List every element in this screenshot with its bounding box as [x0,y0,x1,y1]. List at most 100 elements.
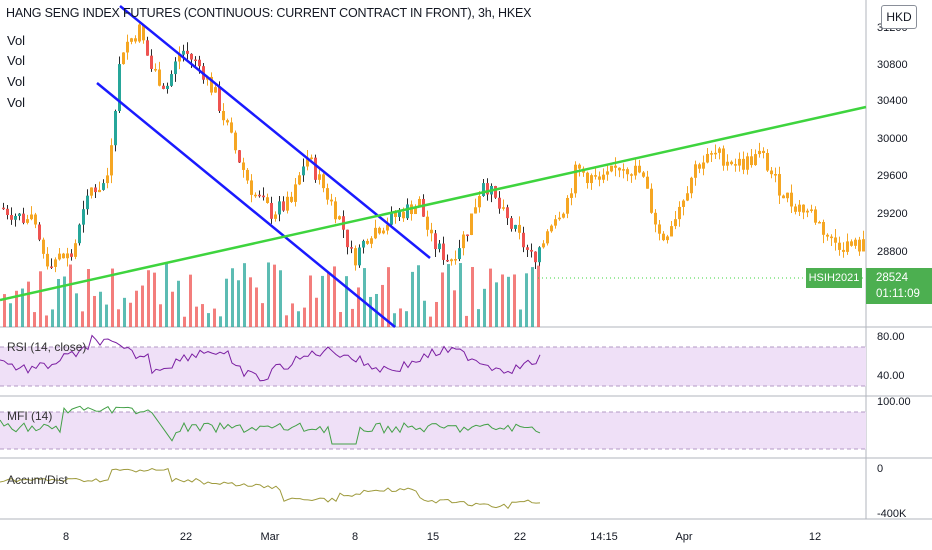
volume-bar [495,282,498,327]
price-candle [838,242,841,250]
price-candle [770,170,773,175]
mfi-line [0,405,541,445]
rsi-label: RSI (14, close) [7,340,87,354]
volume-bar [429,316,432,327]
volume-bar [213,308,216,327]
price-candle [34,214,37,225]
price-candle [354,248,357,266]
volume-bar [75,293,78,327]
price-candle [18,213,21,216]
price-candle [522,232,525,248]
volume-bar [411,271,414,327]
volume-bar [537,265,540,327]
price-candle [810,209,813,211]
volume-bar [3,294,6,327]
price-candle [670,226,673,237]
volume-bar [291,303,294,327]
price-candle [142,24,145,41]
price-candle [374,227,377,239]
price-candle [122,52,125,65]
price-candle [590,175,593,184]
price-candle [862,239,865,252]
price-axis-tick: 30000 [877,133,908,145]
volume-bar [249,277,252,327]
price-candle [290,196,293,202]
price-candle [750,156,753,166]
volume-bar [243,263,246,327]
price-candle [510,218,513,229]
price-candle [198,59,201,67]
price-candle [30,214,33,220]
price-candle [586,172,589,184]
accum-dist-line [0,467,541,510]
price-candle [442,243,445,260]
indicator-axis-tick: 0 [877,463,883,475]
volume-bar [285,315,288,327]
price-candle [722,148,725,166]
volume-bar [39,271,42,327]
price-candle [358,247,361,266]
price-candle [806,210,809,213]
price-candle [274,214,277,219]
price-candle [434,233,437,250]
price-candle [826,234,829,237]
price-candle [742,158,745,170]
price-candle [658,224,661,234]
volume-bar [87,269,90,327]
price-axis-tick: 30400 [877,95,908,107]
price-candle [302,166,305,176]
price-candle [502,207,505,209]
price-candle [530,249,533,252]
price-candle [350,247,353,249]
volume-bar [393,313,396,327]
price-candle [298,175,301,185]
price-candle [314,157,317,180]
volume-bar [117,309,120,327]
price-candle [50,266,53,268]
price-candle [578,164,581,169]
volume-bar [489,268,492,327]
price-candle [370,238,373,244]
volume-bar [345,276,348,327]
price-candle [474,207,477,214]
price-candle [294,184,297,202]
volume-bar [501,274,504,327]
price-candle [194,59,197,62]
volume-bar [93,295,96,327]
price-candle [450,259,453,262]
price-candle [258,194,261,197]
price-candle [678,206,681,220]
price-candle [846,241,849,252]
price-candle [418,198,421,207]
time-axis-label: Apr [675,531,692,543]
price-candle [762,150,765,153]
volume-bar [441,272,444,327]
price-candle [458,248,461,260]
volume-bar [297,311,300,327]
volume-bar [519,309,522,327]
price-candle [154,68,157,71]
price-candle [614,165,617,168]
volume-bar [141,285,144,327]
price-candle [774,174,777,176]
volume-legend-3: Vol [7,74,26,89]
volume-bar [447,264,450,327]
price-candle [54,259,57,267]
currency-button[interactable]: HKD [881,5,917,29]
time-axis-label: 8 [352,531,358,543]
price-candle [814,209,817,223]
volume-bar [327,272,330,327]
volume-bar [81,311,84,327]
price-axis-tick: 29600 [877,170,908,182]
volume-bar [381,284,384,327]
price-candle [542,243,545,248]
price-candle [430,229,433,234]
time-axis-label: 22 [514,531,526,543]
price-candle [734,164,737,166]
price-candle [610,165,613,172]
price-candle [534,251,537,263]
price-candle [310,157,313,160]
price-candle [834,237,837,243]
price-candle [546,231,549,244]
